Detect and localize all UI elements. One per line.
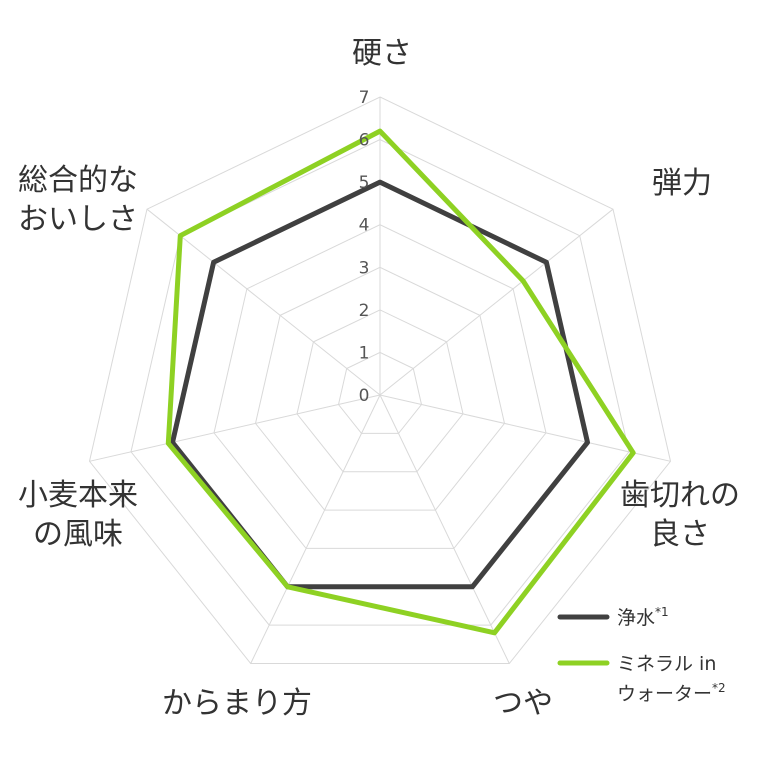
axis-label-line: 歯切れの (620, 478, 740, 513)
axis-label-line: おいしさ (18, 202, 138, 237)
axis-label-line: つや (493, 686, 553, 721)
axis-label-line: 良さ (650, 517, 710, 552)
data-series (165, 128, 636, 636)
grid-spoke (89, 394, 381, 462)
grid-spoke (379, 208, 614, 396)
grid-ring-3 (254, 266, 506, 511)
axis-label: 弾力 (652, 166, 712, 201)
axis-label-line: 小麦本来 (18, 478, 138, 513)
grid-ring-7 (88, 96, 672, 664)
axis-label-line: 硬さ (352, 36, 412, 71)
tick-label: 4 (359, 216, 370, 236)
axis-label-line: からまり方 (162, 686, 312, 721)
tick-label: 7 (359, 88, 370, 108)
grid-spoke (379, 394, 510, 664)
axis-label-line: 総合的な (18, 163, 138, 198)
axis-label: からまり方 (162, 686, 312, 721)
grid-ring-4 (213, 224, 547, 549)
legend-footnote-marker: *1 (655, 605, 669, 619)
axis-label: 小麦本来の風味 (18, 478, 138, 552)
grid-ring-6 (130, 139, 630, 626)
grid-ring-2 (296, 309, 464, 473)
legend-label-text: ミネラル in (617, 653, 716, 675)
grid-spoke (146, 208, 381, 396)
axis-label-line: の風味 (33, 517, 123, 552)
tick-label: 5 (359, 173, 370, 193)
grid-spoke (379, 394, 671, 462)
tick-label: 3 (359, 258, 370, 278)
tick-label: 6 (359, 131, 370, 151)
legend-label: 浄水*1 (617, 605, 669, 629)
axis-label: つや (493, 686, 553, 721)
series-line-1 (170, 179, 590, 590)
legend-label: ミネラル in (617, 653, 716, 675)
tick-label: 1 (359, 343, 370, 363)
axis-label: 総合的なおいしさ (18, 163, 138, 237)
axis-label: 歯切れの良さ (620, 478, 740, 552)
legend-label-text: 浄水 (617, 607, 655, 629)
legend-footnote-marker: *2 (712, 681, 726, 695)
axis-label-line: 弾力 (652, 166, 712, 201)
legend: 浄水*1 ミネラル in ウォーター*2 (557, 605, 726, 705)
tick-label: 0 (359, 386, 370, 406)
axis-label: 硬さ (352, 36, 412, 71)
grid-ring-1 (337, 351, 423, 434)
radial-tick-labels: 0 1 2 3 4 5 6 7 (359, 88, 370, 406)
legend-label: ウォーター*2 (617, 681, 726, 705)
grid-spoke (250, 394, 381, 664)
series-line-2 (165, 128, 636, 636)
tick-label: 2 (359, 301, 370, 321)
legend-label-text: ウォーター (617, 683, 712, 705)
